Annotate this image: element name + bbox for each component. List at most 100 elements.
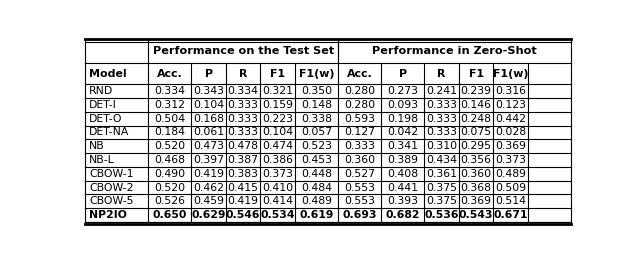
Text: 0.468: 0.468 xyxy=(154,155,186,165)
Text: 0.343: 0.343 xyxy=(193,86,224,96)
Text: R: R xyxy=(437,69,446,79)
Text: 0.489: 0.489 xyxy=(301,196,332,206)
Text: 0.168: 0.168 xyxy=(193,114,224,124)
Text: 0.316: 0.316 xyxy=(495,86,526,96)
Text: 0.361: 0.361 xyxy=(426,169,457,179)
Text: 0.553: 0.553 xyxy=(344,196,375,206)
Text: 0.356: 0.356 xyxy=(461,155,492,165)
Text: 0.369: 0.369 xyxy=(495,141,526,151)
Text: F1(w): F1(w) xyxy=(493,69,529,79)
Text: 0.333: 0.333 xyxy=(228,114,259,124)
Text: 0.509: 0.509 xyxy=(495,183,526,192)
Text: 0.534: 0.534 xyxy=(260,210,295,220)
Text: 0.619: 0.619 xyxy=(300,210,333,220)
Text: 0.459: 0.459 xyxy=(193,196,224,206)
Text: 0.453: 0.453 xyxy=(301,155,332,165)
Text: 0.474: 0.474 xyxy=(262,141,293,151)
Text: 0.104: 0.104 xyxy=(193,100,224,110)
Text: 0.310: 0.310 xyxy=(426,141,457,151)
Text: 0.148: 0.148 xyxy=(301,100,332,110)
Text: 0.280: 0.280 xyxy=(344,100,375,110)
Text: 0.387: 0.387 xyxy=(228,155,259,165)
Text: NB-L: NB-L xyxy=(89,155,115,165)
Text: 0.373: 0.373 xyxy=(262,169,293,179)
Text: 0.473: 0.473 xyxy=(193,141,224,151)
Text: 0.383: 0.383 xyxy=(228,169,259,179)
Text: 0.028: 0.028 xyxy=(495,127,526,137)
Text: 0.593: 0.593 xyxy=(344,114,375,124)
Text: 0.333: 0.333 xyxy=(228,127,259,137)
Text: 0.693: 0.693 xyxy=(342,210,377,220)
Text: 0.057: 0.057 xyxy=(301,127,332,137)
Text: 0.489: 0.489 xyxy=(495,169,526,179)
Text: 0.514: 0.514 xyxy=(495,196,526,206)
Text: 0.127: 0.127 xyxy=(344,127,375,137)
Text: 0.490: 0.490 xyxy=(154,169,186,179)
Text: NB: NB xyxy=(89,141,105,151)
Text: 0.520: 0.520 xyxy=(154,141,186,151)
Text: 0.527: 0.527 xyxy=(344,169,375,179)
Text: 0.523: 0.523 xyxy=(301,141,332,151)
Text: 0.386: 0.386 xyxy=(262,155,293,165)
Text: 0.526: 0.526 xyxy=(154,196,186,206)
Text: F1: F1 xyxy=(468,69,484,79)
Text: 0.341: 0.341 xyxy=(387,141,419,151)
Text: 0.146: 0.146 xyxy=(461,100,492,110)
Text: DET-NA: DET-NA xyxy=(89,127,129,137)
Text: 0.368: 0.368 xyxy=(461,183,492,192)
Text: Performance on the Test Set: Performance on the Test Set xyxy=(152,46,334,56)
Text: 0.312: 0.312 xyxy=(154,100,186,110)
Text: 0.338: 0.338 xyxy=(301,114,332,124)
Text: R: R xyxy=(239,69,247,79)
Text: 0.333: 0.333 xyxy=(426,127,457,137)
Text: 0.543: 0.543 xyxy=(459,210,493,220)
Text: P: P xyxy=(205,69,212,79)
Text: 0.159: 0.159 xyxy=(262,100,293,110)
Text: 0.198: 0.198 xyxy=(387,114,419,124)
Text: 0.061: 0.061 xyxy=(193,127,224,137)
Text: 0.334: 0.334 xyxy=(228,86,259,96)
Text: 0.104: 0.104 xyxy=(262,127,293,137)
Text: 0.671: 0.671 xyxy=(493,210,528,220)
Text: 0.334: 0.334 xyxy=(154,86,186,96)
Text: 0.462: 0.462 xyxy=(193,183,224,192)
Text: NP2IO: NP2IO xyxy=(89,210,127,220)
Text: 0.546: 0.546 xyxy=(226,210,260,220)
Text: 0.360: 0.360 xyxy=(461,169,492,179)
Text: 0.295: 0.295 xyxy=(461,141,492,151)
Text: Acc.: Acc. xyxy=(347,69,372,79)
Text: 0.441: 0.441 xyxy=(387,183,419,192)
Text: 0.373: 0.373 xyxy=(495,155,526,165)
Text: DET-O: DET-O xyxy=(89,114,122,124)
Text: 0.397: 0.397 xyxy=(193,155,224,165)
Text: 0.414: 0.414 xyxy=(262,196,293,206)
Text: CBOW-2: CBOW-2 xyxy=(89,183,133,192)
Text: 0.553: 0.553 xyxy=(344,183,375,192)
Text: 0.419: 0.419 xyxy=(228,196,259,206)
Text: DET-I: DET-I xyxy=(89,100,117,110)
Text: 0.415: 0.415 xyxy=(228,183,259,192)
Text: 0.419: 0.419 xyxy=(193,169,224,179)
Text: 0.448: 0.448 xyxy=(301,169,332,179)
Text: 0.393: 0.393 xyxy=(387,196,419,206)
Text: Performance in Zero-Shot: Performance in Zero-Shot xyxy=(372,46,537,56)
Text: RND: RND xyxy=(89,86,113,96)
Text: P: P xyxy=(399,69,407,79)
Text: 0.682: 0.682 xyxy=(385,210,420,220)
Text: 0.333: 0.333 xyxy=(344,141,375,151)
Text: 0.478: 0.478 xyxy=(228,141,259,151)
Text: 0.536: 0.536 xyxy=(424,210,459,220)
Text: 0.184: 0.184 xyxy=(154,127,186,137)
Text: 0.389: 0.389 xyxy=(387,155,419,165)
Text: 0.350: 0.350 xyxy=(301,86,332,96)
Text: CBOW-5: CBOW-5 xyxy=(89,196,133,206)
Text: 0.410: 0.410 xyxy=(262,183,293,192)
Text: 0.333: 0.333 xyxy=(426,100,457,110)
Text: 0.241: 0.241 xyxy=(426,86,457,96)
Text: 0.321: 0.321 xyxy=(262,86,293,96)
Text: 0.520: 0.520 xyxy=(154,183,186,192)
Text: 0.484: 0.484 xyxy=(301,183,332,192)
Text: 0.123: 0.123 xyxy=(495,100,526,110)
Text: 0.369: 0.369 xyxy=(461,196,492,206)
Text: 0.333: 0.333 xyxy=(426,114,457,124)
